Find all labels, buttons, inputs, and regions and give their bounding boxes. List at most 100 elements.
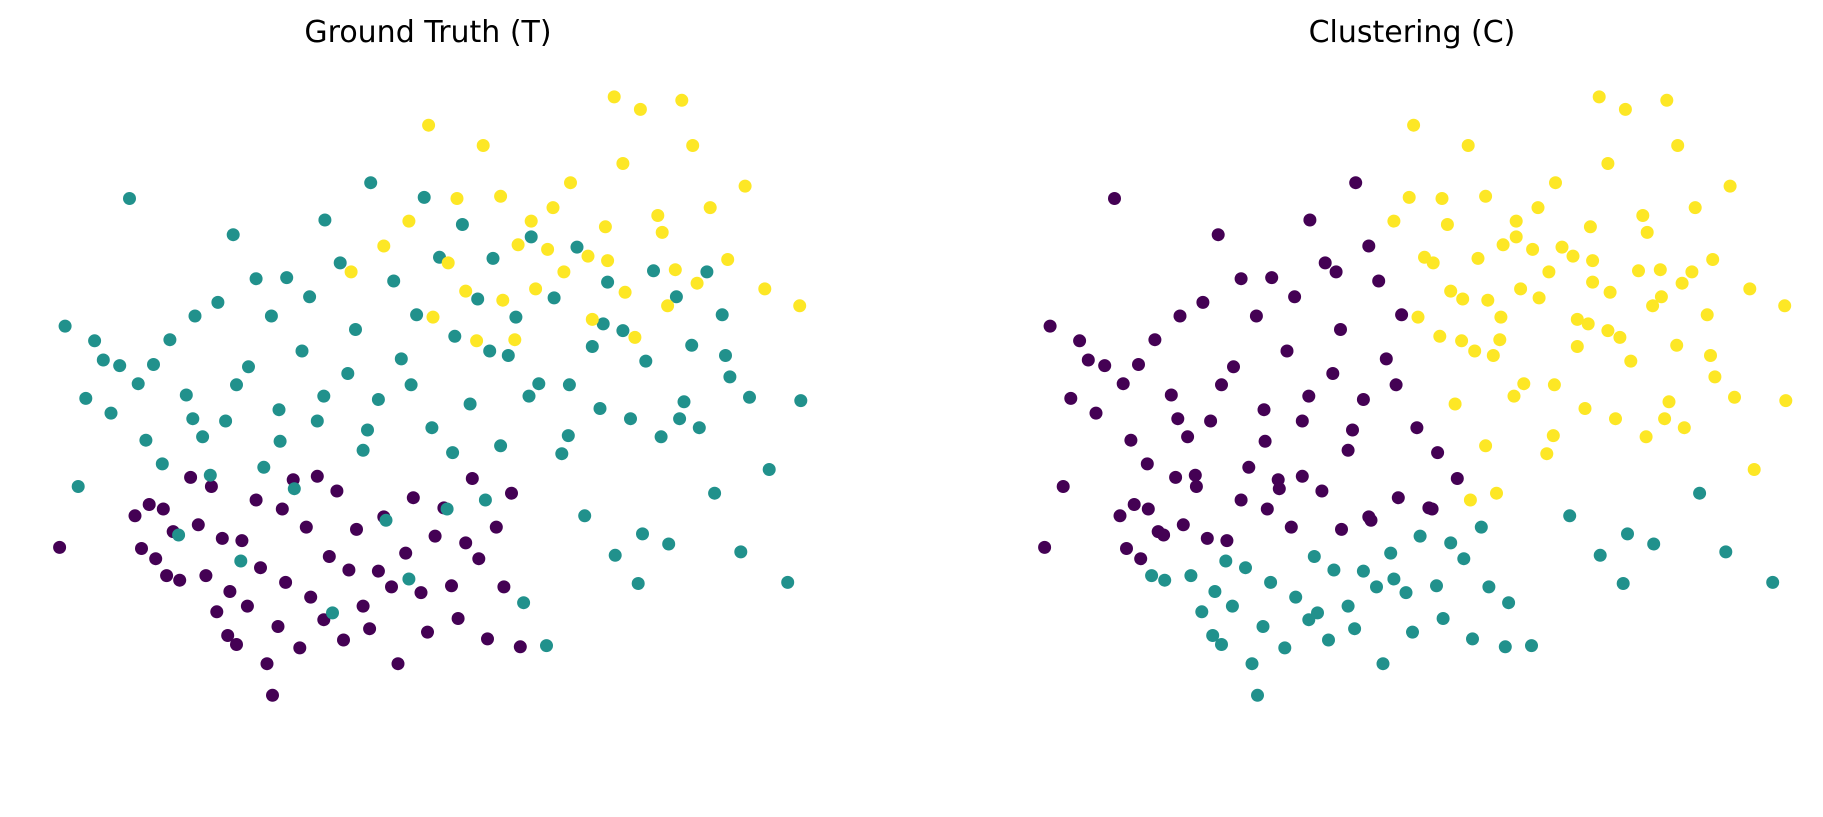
scatter-point	[221, 629, 235, 642]
scatter-point	[155, 457, 169, 471]
scatter-point	[1563, 509, 1577, 523]
scatter-point	[1284, 520, 1298, 534]
scatter-point	[1108, 192, 1121, 205]
scatter-point	[271, 620, 285, 633]
scatter-point	[1766, 575, 1780, 589]
scatter-point	[1171, 412, 1185, 426]
scatter-point	[240, 599, 254, 613]
scatter-point	[1601, 324, 1615, 338]
scatter-point	[1407, 118, 1421, 132]
scatter-point	[639, 354, 653, 368]
scatter-point	[532, 377, 546, 391]
scatter-point	[1621, 527, 1634, 541]
scatter-point	[394, 352, 408, 366]
scatter-point	[1708, 370, 1722, 384]
scatter-point	[1632, 264, 1645, 278]
scatter-point	[310, 469, 324, 483]
scatter-point	[399, 546, 413, 560]
scatter-point	[172, 528, 186, 542]
scatter-point	[1311, 606, 1324, 620]
scatter-point	[1493, 333, 1507, 347]
scatter-point	[1583, 220, 1597, 234]
scatter-point	[342, 563, 356, 577]
scatter-point	[1140, 457, 1154, 471]
scatter-point	[287, 482, 301, 496]
scatter-point	[1335, 522, 1348, 536]
scatter-point	[1215, 638, 1228, 651]
scatter-point	[1593, 548, 1607, 562]
scatter-point	[624, 412, 637, 426]
scatter-point	[1471, 251, 1485, 265]
scatter-point	[275, 502, 289, 516]
scatter-point	[1778, 299, 1792, 313]
scatter-point	[349, 323, 362, 336]
scatter-point	[147, 358, 160, 371]
scatter-point	[723, 370, 737, 384]
scatter-point	[304, 590, 318, 604]
scatter-point	[1490, 486, 1503, 500]
scatter-point	[1326, 367, 1340, 380]
scatter-point	[139, 433, 153, 447]
scatter-point	[1603, 285, 1617, 299]
scatter-point	[1391, 491, 1405, 505]
scatter-point	[1706, 253, 1720, 266]
scatter-point	[793, 299, 807, 313]
scatter-point	[149, 552, 163, 566]
scatter-point	[673, 412, 687, 426]
scatter-point	[1509, 230, 1523, 244]
scatter-point	[196, 430, 210, 444]
scatter-point	[570, 240, 584, 254]
scatter-point	[230, 638, 243, 651]
scatter-point	[596, 317, 610, 331]
scatter-point	[422, 118, 436, 132]
scatter-point	[322, 550, 336, 563]
scatter-point	[295, 344, 309, 358]
scatter-point	[310, 414, 324, 428]
panel-clustering: Clustering (C)	[1038, 15, 1793, 702]
scatter-point	[1307, 550, 1321, 563]
scatter-point	[215, 531, 229, 545]
scatter-point	[204, 480, 218, 493]
scatter-point	[647, 264, 660, 278]
scatter-point	[1402, 190, 1416, 204]
scatter-point	[1436, 612, 1450, 625]
scatter-point	[1372, 274, 1386, 288]
scatter-point	[128, 509, 142, 523]
scatter-point	[1295, 469, 1309, 483]
scatter-point	[1640, 225, 1654, 239]
panel-title-clustering: Clustering (C)	[1309, 15, 1516, 50]
scatter-point	[1555, 240, 1569, 254]
scatter-point	[79, 391, 93, 405]
scatter-point	[123, 192, 136, 205]
scatter-point	[1647, 537, 1661, 551]
scatter-point	[179, 388, 193, 402]
scatter-point	[1204, 414, 1218, 428]
scatter-point	[1411, 310, 1425, 324]
scatter-point	[1688, 201, 1702, 215]
scatter-point	[1206, 629, 1220, 642]
scatter-point	[1056, 480, 1070, 493]
scatter-point	[1636, 209, 1650, 222]
scatter-point	[546, 201, 560, 215]
scatter-point	[501, 349, 515, 362]
scatter-point	[279, 575, 293, 589]
scatter-point	[371, 564, 385, 578]
scatter-point	[234, 554, 248, 568]
scatter-point	[1064, 391, 1078, 405]
scatter-point	[350, 522, 363, 536]
scatter-point	[260, 657, 274, 671]
scatter-point	[459, 284, 473, 298]
scatter-point	[1570, 340, 1584, 353]
scatter-point	[762, 463, 776, 476]
scatter-point	[445, 579, 458, 593]
panel-ground-truth: Ground Truth (T)	[53, 15, 808, 702]
scatter-point	[1220, 534, 1234, 548]
scatter-point	[1479, 439, 1493, 453]
scatter-point	[344, 265, 358, 279]
scatter-point	[1272, 482, 1286, 496]
scatter-point	[1295, 414, 1309, 428]
scatter-point	[379, 513, 393, 527]
scatter-point	[633, 102, 647, 116]
scatter-point	[494, 189, 508, 203]
scatter-point	[199, 569, 213, 583]
